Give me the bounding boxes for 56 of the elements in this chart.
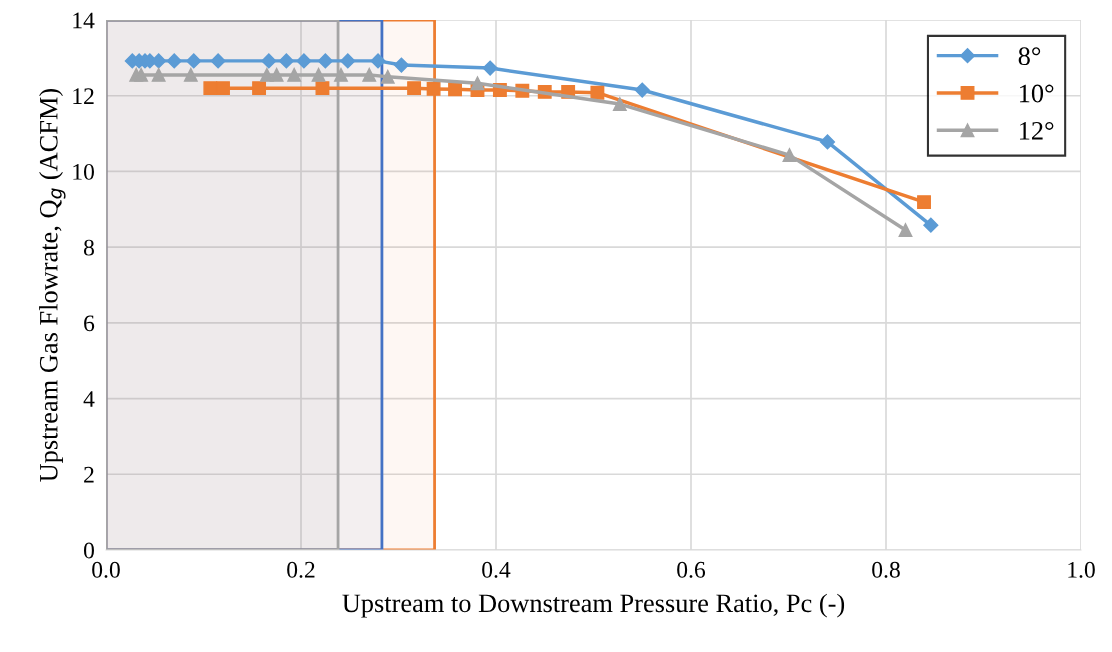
legend-label: 12° — [1019, 121, 1054, 140]
x-tick-label: 0.2 — [287, 561, 315, 578]
point — [216, 81, 230, 96]
point — [819, 134, 836, 150]
point — [278, 53, 294, 69]
point — [296, 53, 312, 69]
point — [634, 82, 650, 98]
x-axis-title: Upstream to Downstream Pressure Ratio, Pc (-) — [342, 593, 845, 618]
y-tick-label: 0 — [83, 542, 94, 559]
y-tick-label: 14 — [73, 12, 95, 29]
point — [311, 67, 326, 82]
y-tick-label: 8 — [83, 239, 94, 256]
point — [186, 53, 202, 69]
point — [380, 69, 395, 84]
point — [151, 67, 166, 82]
legend-label: 8° — [1018, 47, 1041, 66]
y-tick-label: 6 — [84, 315, 95, 332]
y-tick-label: 10 — [73, 163, 94, 180]
y-tick-label: 4 — [83, 391, 95, 407]
point — [334, 67, 348, 82]
point — [166, 53, 182, 69]
point — [612, 97, 627, 111]
point — [252, 81, 267, 96]
point — [923, 217, 939, 233]
point — [203, 81, 218, 96]
x-tick-label: 0.8 — [872, 561, 900, 578]
point — [287, 67, 302, 82]
point — [590, 85, 605, 100]
point — [210, 53, 226, 69]
point — [407, 81, 422, 96]
point — [261, 53, 277, 69]
point — [448, 82, 462, 97]
x-tick-label: 1.0 — [1068, 561, 1095, 578]
x-tick-label: 0.6 — [677, 561, 706, 578]
point — [370, 53, 386, 69]
y-axis-title: Upstream Gas Flowrate, Q$_{g}$ (ACFM) — [39, 89, 66, 482]
point — [426, 81, 441, 96]
point — [482, 60, 498, 76]
point — [259, 67, 274, 82]
y-tick-label: 12 — [73, 88, 94, 104]
x-tick-label: 0.4 — [482, 561, 511, 578]
x-tick-label: 0.0 — [92, 561, 120, 578]
point — [340, 53, 356, 69]
legend-label: 10° — [1019, 84, 1054, 103]
point — [362, 67, 377, 82]
y-tick-label: 2 — [84, 466, 94, 483]
point — [315, 81, 330, 96]
point — [393, 57, 409, 73]
point — [782, 148, 797, 163]
point — [183, 67, 198, 82]
point — [269, 67, 284, 82]
point — [898, 223, 913, 238]
point — [134, 67, 149, 82]
point — [470, 76, 485, 91]
point — [917, 195, 931, 210]
point — [317, 53, 333, 69]
